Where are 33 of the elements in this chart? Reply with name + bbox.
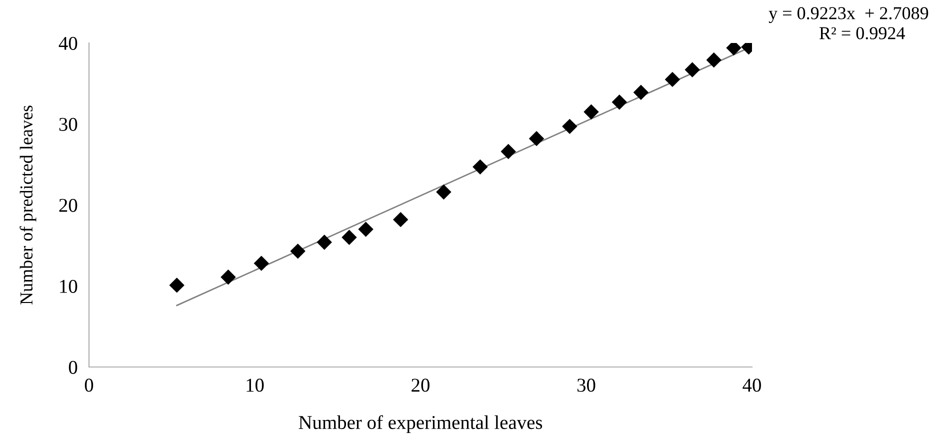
x-axis-title: Number of experimental leaves — [298, 415, 542, 434]
point — [220, 269, 236, 285]
text: R² = 0.9924 — [819, 27, 905, 40]
point — [528, 130, 544, 146]
y-axis-title: Number of predicted leaves — [20, 106, 36, 304]
y-tick-label: 40 — [58, 36, 78, 50]
y-tick-label: 20 — [59, 198, 78, 212]
x-tick-label: 30 — [577, 378, 596, 392]
point — [358, 222, 374, 237]
x-tick-label: 40 — [742, 378, 761, 392]
point — [290, 244, 306, 259]
y-tick-label: 30 — [59, 118, 78, 131]
x-tick-label: 0 — [84, 378, 94, 392]
y-tick-label: 10 — [60, 280, 78, 293]
point — [472, 159, 488, 175]
point — [436, 184, 452, 200]
point — [562, 118, 578, 134]
y-tick-label: 0 — [68, 360, 78, 374]
x-tick-label: 10 — [246, 378, 264, 392]
point — [706, 52, 722, 68]
point — [584, 104, 599, 120]
point — [612, 94, 628, 110]
point — [393, 212, 408, 228]
point — [342, 230, 357, 246]
point — [169, 278, 184, 293]
point — [500, 144, 516, 160]
point — [664, 72, 680, 88]
point — [316, 234, 332, 250]
text: y = 0.9223x + 2.7089 — [768, 7, 928, 24]
x-tick-label: 20 — [412, 378, 430, 392]
point — [254, 256, 269, 271]
point — [684, 62, 700, 78]
point — [633, 84, 649, 100]
